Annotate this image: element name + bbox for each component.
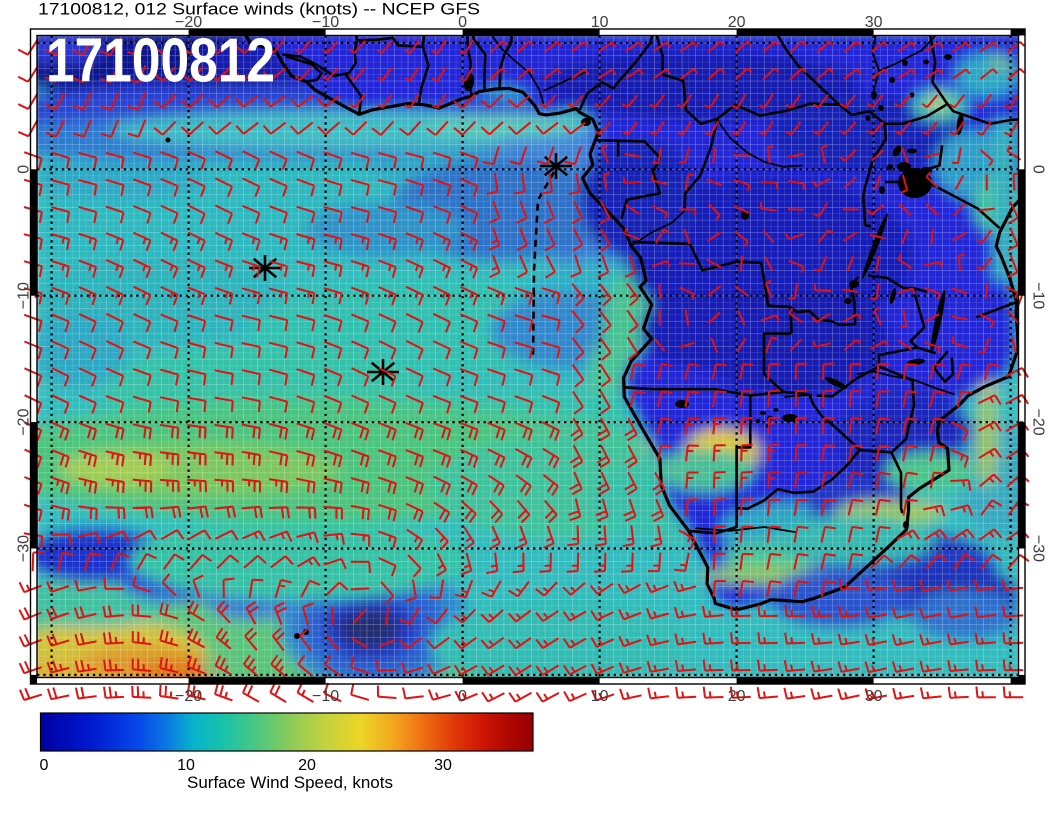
svg-text:−10: −10 bbox=[312, 688, 339, 705]
svg-text:30: 30 bbox=[865, 14, 883, 31]
svg-text:10: 10 bbox=[591, 688, 609, 705]
svg-text:−10: −10 bbox=[16, 282, 33, 309]
svg-text:−20: −20 bbox=[175, 14, 202, 31]
svg-text:10: 10 bbox=[591, 14, 609, 31]
svg-text:0: 0 bbox=[1030, 165, 1047, 174]
svg-text:−20: −20 bbox=[16, 408, 33, 435]
svg-text:0: 0 bbox=[458, 14, 467, 31]
svg-text:17100812: 17100812 bbox=[46, 27, 275, 96]
svg-text:0: 0 bbox=[16, 165, 33, 174]
svg-text:−20: −20 bbox=[1030, 409, 1047, 436]
svg-text:−30: −30 bbox=[16, 535, 33, 562]
svg-text:0: 0 bbox=[40, 757, 49, 774]
svg-text:17100812, 012 Surface winds (k: 17100812, 012 Surface winds (knots) -- N… bbox=[38, 0, 480, 19]
svg-text:−30: −30 bbox=[1030, 535, 1047, 562]
svg-text:0: 0 bbox=[458, 688, 467, 705]
svg-text:−10: −10 bbox=[312, 14, 339, 31]
svg-text:20: 20 bbox=[298, 757, 316, 774]
svg-text:−10: −10 bbox=[1030, 282, 1047, 309]
svg-text:Surface Wind Speed, knots: Surface Wind Speed, knots bbox=[187, 773, 393, 792]
svg-text:20: 20 bbox=[728, 688, 746, 705]
svg-text:20: 20 bbox=[728, 14, 746, 31]
svg-text:−20: −20 bbox=[175, 688, 202, 705]
svg-text:30: 30 bbox=[865, 688, 883, 705]
svg-text:10: 10 bbox=[177, 757, 195, 774]
svg-text:30: 30 bbox=[434, 757, 452, 774]
